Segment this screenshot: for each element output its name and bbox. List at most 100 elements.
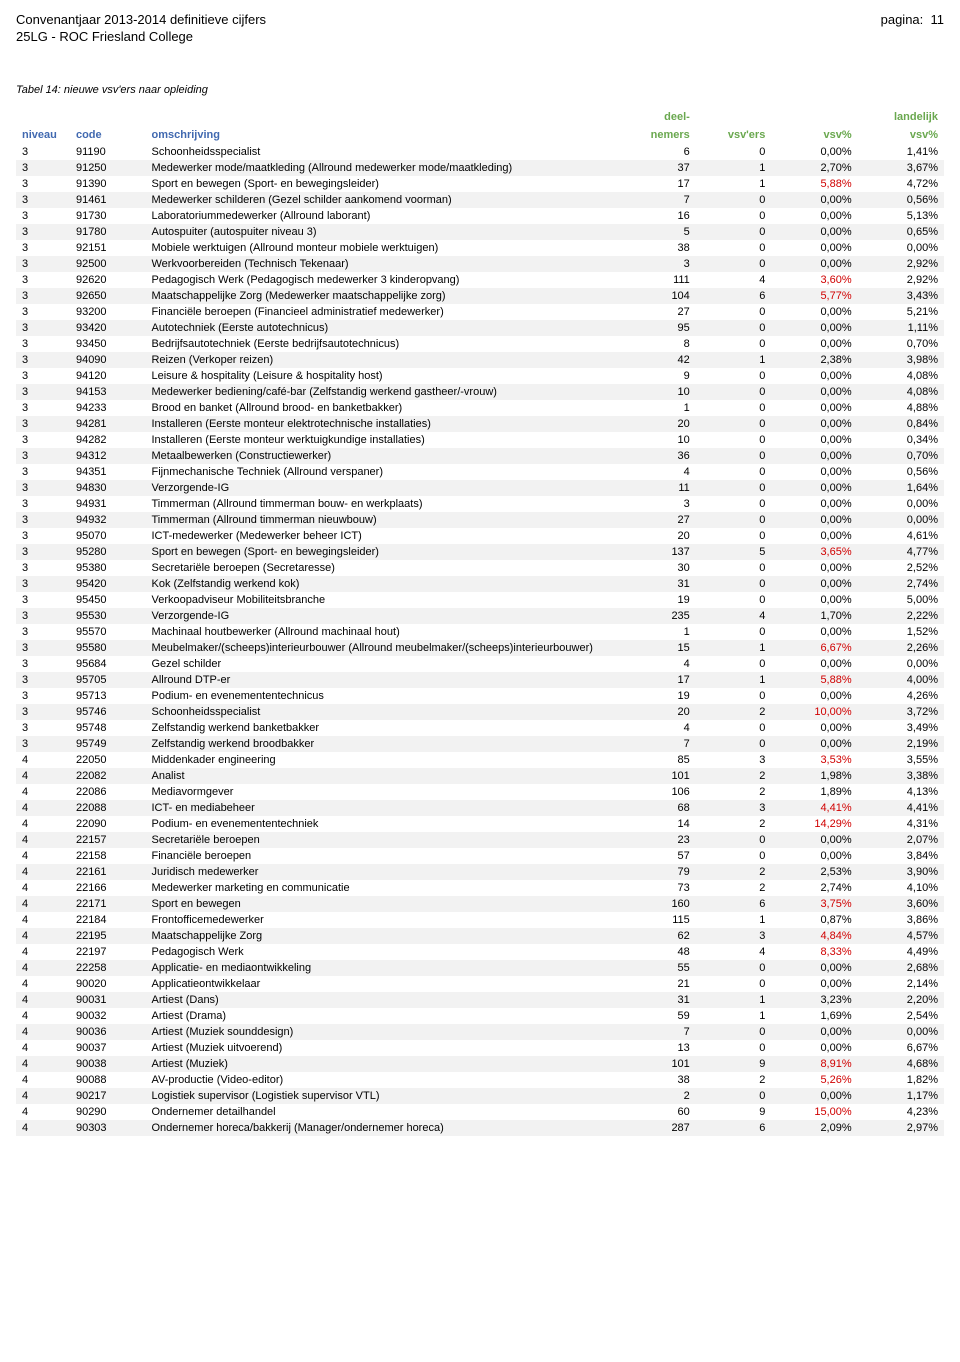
- cell: Leisure & hospitality (Leisure & hospita…: [145, 368, 609, 384]
- cell: 0,00%: [771, 720, 857, 736]
- cell: 115: [609, 912, 695, 928]
- cell: 93420: [70, 320, 146, 336]
- cell: Applicatie- en mediaontwikkeling: [145, 960, 609, 976]
- cell: 3,72%: [858, 704, 944, 720]
- cell: 4: [16, 960, 70, 976]
- cell: Installeren (Eerste monteur werktuigkund…: [145, 432, 609, 448]
- cell: 4,10%: [858, 880, 944, 896]
- cell: 5,13%: [858, 208, 944, 224]
- cell: Secretariële beroepen: [145, 832, 609, 848]
- cell: Metaalbewerken (Constructiewerker): [145, 448, 609, 464]
- table-row: 395748Zelfstandig werkend banketbakker40…: [16, 720, 944, 736]
- cell: 14,29%: [771, 816, 857, 832]
- table-row: 422166Medewerker marketing en communicat…: [16, 880, 944, 896]
- cell: 4: [16, 1024, 70, 1040]
- cell: 0,00%: [771, 304, 857, 320]
- cell: 90038: [70, 1056, 146, 1072]
- table-row: 422195Maatschappelijke Zorg6234,84%4,57%: [16, 928, 944, 944]
- cell: 3: [16, 272, 70, 288]
- cell: 2,09%: [771, 1120, 857, 1136]
- cell: 90290: [70, 1104, 146, 1120]
- cell: 4,77%: [858, 544, 944, 560]
- cell: 3: [16, 592, 70, 608]
- table-row: 422161Juridisch medewerker7922,53%3,90%: [16, 864, 944, 880]
- cell: 4,61%: [858, 528, 944, 544]
- cell: 3: [16, 608, 70, 624]
- col-omschrijving: omschrijving: [145, 108, 609, 144]
- table-row: 394281Installeren (Eerste monteur elektr…: [16, 416, 944, 432]
- cell: 94351: [70, 464, 146, 480]
- cell: 1: [696, 912, 772, 928]
- cell: 23: [609, 832, 695, 848]
- cell: 22161: [70, 864, 146, 880]
- cell: 0,00%: [771, 512, 857, 528]
- table-row: 490020Applicatieontwikkelaar2100,00%2,14…: [16, 976, 944, 992]
- cell: Maatschappelijke Zorg (Medewerker maatsc…: [145, 288, 609, 304]
- cell: 0,00%: [771, 256, 857, 272]
- cell: 37: [609, 160, 695, 176]
- cell: 4,49%: [858, 944, 944, 960]
- cell: 104: [609, 288, 695, 304]
- cell: 0: [696, 688, 772, 704]
- cell: 95450: [70, 592, 146, 608]
- cell: 2: [696, 1072, 772, 1088]
- cell: 0,70%: [858, 448, 944, 464]
- cell: 4: [696, 608, 772, 624]
- cell: 1: [696, 176, 772, 192]
- cell: 3: [16, 656, 70, 672]
- cell: 0: [696, 848, 772, 864]
- cell: 22171: [70, 896, 146, 912]
- cell: 3: [16, 352, 70, 368]
- cell: 3: [16, 544, 70, 560]
- cell: 0,00%: [771, 496, 857, 512]
- cell: 3: [16, 720, 70, 736]
- table-row: 394932Timmerman (Allround timmerman nieu…: [16, 512, 944, 528]
- cell: 111: [609, 272, 695, 288]
- cell: 4: [16, 1008, 70, 1024]
- cell: 2: [696, 864, 772, 880]
- cell: Allround DTP-er: [145, 672, 609, 688]
- cell: 160: [609, 896, 695, 912]
- table-row: 395705Allround DTP-er1715,88%4,00%: [16, 672, 944, 688]
- col-landelijk-bot: vsv%: [858, 126, 944, 144]
- table-row: 490032Artiest (Drama)5911,69%2,54%: [16, 1008, 944, 1024]
- cell: 4: [16, 896, 70, 912]
- table-row: 392151Mobiele werktuigen (Allround monte…: [16, 240, 944, 256]
- cell: 95070: [70, 528, 146, 544]
- cell: 0: [696, 336, 772, 352]
- cell: 0: [696, 256, 772, 272]
- cell: 3,43%: [858, 288, 944, 304]
- cell: 4: [16, 976, 70, 992]
- table-row: 422184Frontofficemedewerker11510,87%3,86…: [16, 912, 944, 928]
- cell: 4: [16, 912, 70, 928]
- cell: 3: [16, 480, 70, 496]
- cell: 4: [16, 848, 70, 864]
- cell: 0,00%: [771, 848, 857, 864]
- table-row: 490088AV-productie (Video-editor)3825,26…: [16, 1072, 944, 1088]
- table-row: 490036Artiest (Muziek sounddesign)700,00…: [16, 1024, 944, 1040]
- cell: 4: [16, 1040, 70, 1056]
- cell: 95748: [70, 720, 146, 736]
- cell: 2,70%: [771, 160, 857, 176]
- cell: 3: [16, 192, 70, 208]
- cell: 3: [16, 416, 70, 432]
- cell: Schoonheidsspecialist: [145, 704, 609, 720]
- table-row: 395530Verzorgende-IG23541,70%2,22%: [16, 608, 944, 624]
- cell: 0: [696, 656, 772, 672]
- cell: 0: [696, 1040, 772, 1056]
- cell: 0,00%: [771, 240, 857, 256]
- col-landelijk-top: landelijk: [858, 108, 944, 126]
- cell: 0,00%: [771, 528, 857, 544]
- cell: Secretariële beroepen (Secretaresse): [145, 560, 609, 576]
- cell: 3: [16, 496, 70, 512]
- cell: Pedagogisch Werk: [145, 944, 609, 960]
- cell: 0,56%: [858, 464, 944, 480]
- cell: 22086: [70, 784, 146, 800]
- col-deelnemers-top: deel-: [609, 108, 695, 126]
- cell: 3: [16, 464, 70, 480]
- cell: 4,84%: [771, 928, 857, 944]
- cell: 4: [609, 656, 695, 672]
- cell: 0,65%: [858, 224, 944, 240]
- cell: 21: [609, 976, 695, 992]
- cell: 95280: [70, 544, 146, 560]
